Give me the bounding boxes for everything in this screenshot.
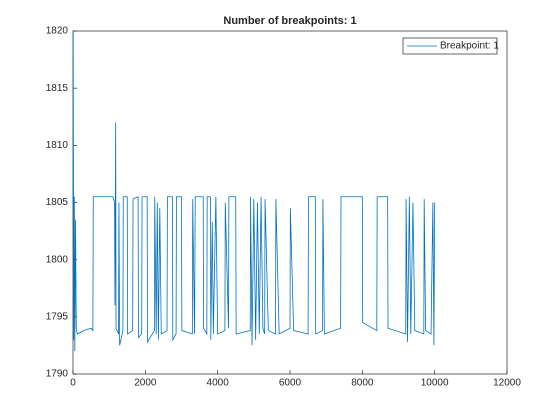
chart-title: Number of breakpoints: 1 <box>223 15 356 27</box>
x-tick-label: 2000 <box>134 378 157 389</box>
y-tick-label: 1790 <box>46 369 69 380</box>
x-tick-label: 10000 <box>421 378 449 389</box>
y-tick-label: 1810 <box>46 140 69 151</box>
x-tick-label: 0 <box>70 378 76 389</box>
legend-box <box>402 37 498 55</box>
y-tick-label: 1815 <box>46 83 69 94</box>
y-tick-label: 1820 <box>46 26 69 37</box>
y-tick-label: 1805 <box>46 197 69 208</box>
x-tick-label: 8000 <box>351 378 374 389</box>
legend-label: Breakpoint: 1 <box>440 41 499 52</box>
x-tick-label: 6000 <box>279 378 302 389</box>
y-tick-label: 1795 <box>46 311 69 322</box>
y-tick-label: 1800 <box>46 254 69 265</box>
x-tick-label: 4000 <box>207 378 230 389</box>
x-tick-label: 12000 <box>493 378 521 389</box>
data-line <box>72 30 436 352</box>
